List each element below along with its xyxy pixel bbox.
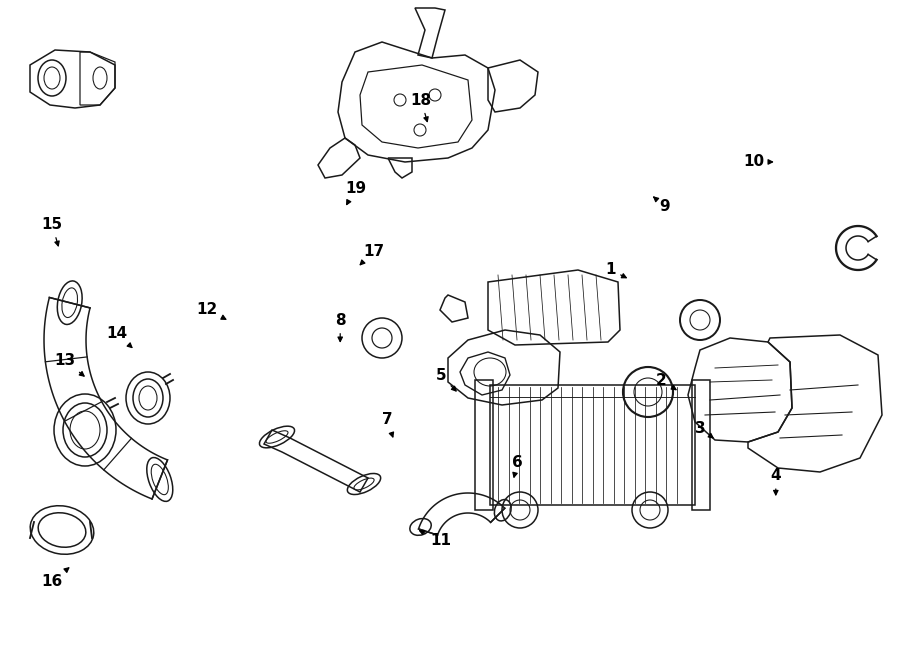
Text: 15: 15 [41, 217, 63, 246]
Text: 6: 6 [512, 455, 523, 477]
Text: 14: 14 [106, 327, 132, 348]
Bar [490, 385, 695, 505]
Text: 1: 1 [605, 262, 626, 278]
Text: 7: 7 [382, 412, 393, 437]
Text: 16: 16 [41, 568, 68, 589]
Text: 13: 13 [54, 353, 84, 376]
Text: 10: 10 [743, 155, 772, 169]
Text: 8: 8 [335, 313, 346, 342]
Text: 19: 19 [345, 181, 366, 204]
Text: 5: 5 [436, 368, 456, 391]
Text: 12: 12 [196, 302, 226, 319]
Bar [692, 380, 710, 510]
Text: 3: 3 [695, 421, 713, 438]
Text: 9: 9 [653, 197, 670, 214]
Text: 17: 17 [360, 244, 384, 264]
Text: 4: 4 [770, 469, 781, 495]
Text: 11: 11 [419, 531, 452, 548]
Text: 2: 2 [656, 373, 676, 390]
Text: 18: 18 [410, 93, 432, 122]
Bar [475, 380, 493, 510]
